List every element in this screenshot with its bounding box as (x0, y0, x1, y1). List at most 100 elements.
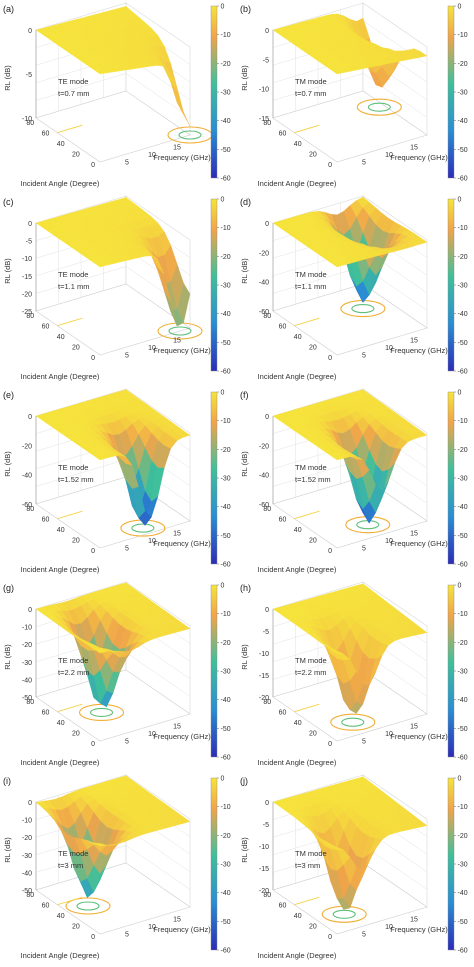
freq-tick-label: 10 (148, 152, 156, 159)
colorbar-tick-label: -10 (458, 418, 468, 425)
angle-tick-label: 60 (42, 517, 50, 524)
floor-contour-outer (330, 713, 376, 731)
angle-tick-label: 60 (42, 710, 50, 717)
chart-panel-8: (h) 0 -5 -10 -15 -20 RL (dB) 0 20 40 60 80 5 10 15 Freq… (237, 579, 474, 772)
angle-tick-label: 20 (72, 152, 80, 159)
angle-tick-label: 40 (294, 913, 302, 920)
colorbar-tick-label: -50 (221, 340, 231, 347)
z-tick-label: -5 (26, 72, 32, 79)
angle-tick-label: 80 (26, 506, 34, 513)
mode-label: TE mode (58, 656, 88, 665)
y-axis-label: Incident Angle (Degree) (21, 179, 100, 188)
floor-contour-inner (90, 707, 114, 717)
z-axis-label: RL (dB) (3, 644, 12, 670)
panel-label: (h) (240, 583, 251, 593)
floor-trace (294, 703, 320, 713)
colorbar-tick-label: -10 (458, 32, 468, 39)
z-axis-label: RL (dB) (240, 644, 249, 670)
y-axis-label: Incident Angle (Degree) (258, 372, 337, 381)
rl-surface (35, 775, 191, 898)
surface-patch (330, 68, 344, 75)
z-tick-label: -20 (259, 695, 269, 702)
freq-tick-label: 15 (410, 724, 418, 731)
z-tick-label: -10 (259, 87, 269, 94)
colorbar (210, 391, 218, 565)
colorbar-tick-label: -40 (221, 890, 231, 897)
floor-trace (57, 124, 83, 134)
angle-tick-label: 40 (57, 141, 65, 148)
thickness-label: t=1.52 mm (58, 475, 94, 484)
colorbar (210, 198, 218, 372)
z-axis-label: RL (dB) (240, 451, 249, 477)
colorbar-tick-label: -40 (458, 311, 468, 318)
floor-contour-outer (356, 98, 402, 116)
freq-tick-label: 15 (410, 338, 418, 345)
mode-label: TM mode (295, 77, 327, 86)
colorbar-tick-label: -40 (458, 118, 468, 125)
colorbar (447, 391, 455, 565)
z-tick-label: -20 (22, 291, 32, 298)
angle-tick-label: 0 (328, 741, 332, 748)
z-tick-label: 0 (28, 28, 32, 35)
colorbar-tick-label: -10 (458, 611, 468, 618)
surface-patch (330, 453, 344, 461)
x-axis-label: Frequency (GHz) (390, 346, 448, 355)
surface-plot-svg: 0 -20 -40 -60 RL (dB) 0 20 40 60 80 5 10 15Frequency… (240, 195, 468, 381)
colorbar-tick-label: -20 (458, 61, 468, 68)
angle-tick-label: 20 (72, 731, 80, 738)
z-tick-label: 0 (265, 607, 269, 614)
angle-tick-label: 0 (328, 934, 332, 941)
angle-tick-label: 0 (91, 548, 95, 555)
x-axis-label: Frequency (GHz) (390, 732, 448, 741)
angle-tick-label: 80 (26, 699, 34, 706)
angle-tick-label: 40 (294, 720, 302, 727)
colorbar-tick-label: -40 (221, 311, 231, 318)
y-axis-label: Incident Angle (Degree) (258, 951, 337, 960)
z-tick-label: -20 (259, 443, 269, 450)
z-tick-label: -5 (263, 57, 269, 64)
rl-surface (272, 389, 428, 524)
surface-patch (330, 260, 344, 268)
surface-plot-svg: 0 -5 -10 -15 -20 -25 RL (dB) 0 20 40 60 80 5 10 15Freq… (3, 195, 231, 381)
z-axis-label: RL (dB) (3, 65, 12, 91)
z-tick-label: -20 (22, 642, 32, 649)
z-tick-label: -25 (22, 309, 32, 316)
colorbar-tick-label: -10 (221, 32, 231, 39)
colorbar-tick-label: -60 (221, 562, 231, 569)
z-tick-label: -20 (259, 888, 269, 895)
freq-tick-label: 5 (362, 353, 366, 360)
x-axis-label: Frequency (GHz) (153, 539, 211, 548)
colorbar-tick-label: -10 (221, 225, 231, 232)
freq-tick-label: 15 (410, 145, 418, 152)
surface-plot-svg: 0 -20 -40 -60 RL (dB) 0 20 40 60 80 5 10 15Frequency… (3, 388, 231, 574)
angle-tick-label: 60 (279, 903, 287, 910)
z-tick-label: -5 (263, 822, 269, 829)
angle-tick-label: 60 (279, 517, 287, 524)
z-tick-label: -60 (259, 502, 269, 509)
x-axis-label: Frequency (GHz) (153, 153, 211, 162)
angle-tick-label: 80 (26, 313, 34, 320)
surface-patch (93, 647, 107, 654)
z-axis-label: RL (dB) (3, 258, 12, 284)
chart-panel-7: (g) 0 -10 -20 -30 -40 -50 RL (dB) 0 20 40 60 80 5 10 15… (0, 579, 237, 772)
z-tick-label: -40 (259, 473, 269, 480)
grid-line (35, 73, 191, 118)
x-axis-label: Frequency (GHz) (390, 539, 448, 548)
z-tick-label: -40 (22, 677, 32, 684)
rl-surface (35, 582, 191, 708)
floor-trace (57, 896, 83, 906)
colorbar-tick-label: -20 (221, 833, 231, 840)
colorbar (210, 777, 218, 951)
z-tick-label: -30 (22, 853, 32, 860)
freq-tick-label: 5 (125, 932, 129, 939)
colorbar-tick-label: -50 (221, 147, 231, 154)
panel-label: (c) (3, 197, 14, 207)
colorbar-tick-label: -40 (458, 697, 468, 704)
angle-tick-label: 80 (263, 120, 271, 127)
freq-tick-label: 10 (148, 731, 156, 738)
mode-label: TE mode (58, 849, 88, 858)
mode-label: TM mode (295, 463, 327, 472)
panel-label: (d) (240, 197, 251, 207)
floor-contour-inner (178, 130, 202, 140)
